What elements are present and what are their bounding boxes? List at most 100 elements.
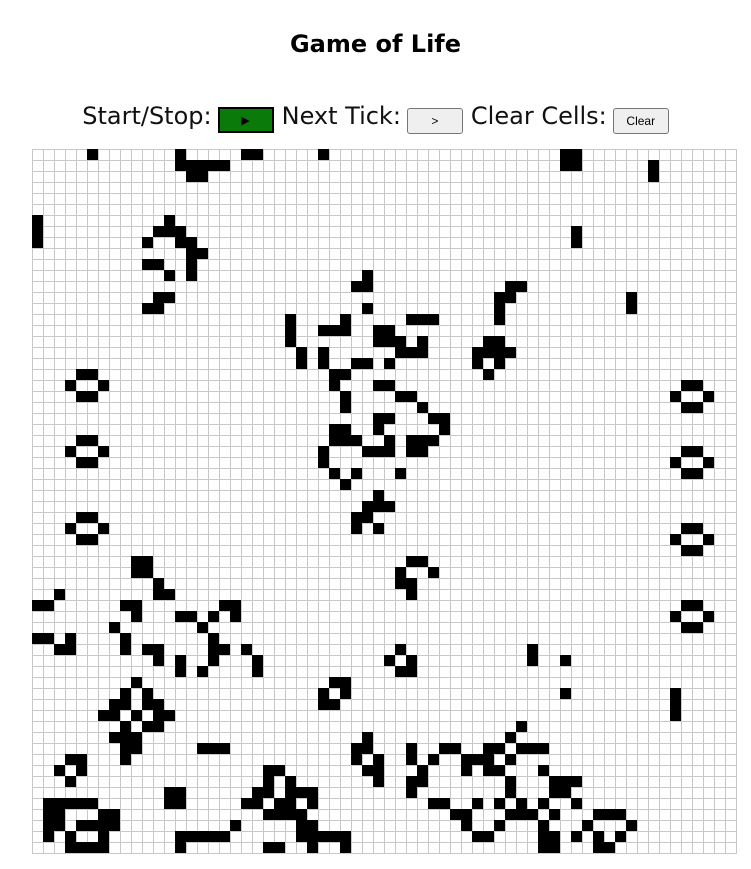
live-cell[interactable] <box>417 556 428 567</box>
live-cell[interactable] <box>76 457 87 468</box>
live-cell[interactable] <box>406 391 417 402</box>
live-cell[interactable] <box>395 578 406 589</box>
live-cell[interactable] <box>230 611 241 622</box>
live-cell[interactable] <box>65 776 76 787</box>
live-cell[interactable] <box>351 523 362 534</box>
live-cell[interactable] <box>87 435 98 446</box>
live-cell[interactable] <box>197 171 208 182</box>
live-cell[interactable] <box>164 787 175 798</box>
live-cell[interactable] <box>340 314 351 325</box>
live-cell[interactable] <box>626 820 637 831</box>
live-cell[interactable] <box>384 655 395 666</box>
live-cell[interactable] <box>65 633 76 644</box>
live-cell[interactable] <box>373 380 384 391</box>
live-cell[interactable] <box>120 743 131 754</box>
live-cell[interactable] <box>483 754 494 765</box>
live-cell[interactable] <box>186 248 197 259</box>
live-cell[interactable] <box>318 688 329 699</box>
live-cell[interactable] <box>571 149 582 160</box>
live-cell[interactable] <box>527 655 538 666</box>
live-cell[interactable] <box>296 809 307 820</box>
live-cell[interactable] <box>494 347 505 358</box>
live-cell[interactable] <box>560 787 571 798</box>
live-cell[interactable] <box>351 743 362 754</box>
live-cell[interactable] <box>153 655 164 666</box>
live-cell[interactable] <box>571 798 582 809</box>
live-cell[interactable] <box>340 325 351 336</box>
live-cell[interactable] <box>516 281 527 292</box>
live-cell[interactable] <box>373 776 384 787</box>
live-cell[interactable] <box>175 798 186 809</box>
live-cell[interactable] <box>318 446 329 457</box>
live-cell[interactable] <box>461 765 472 776</box>
live-cell[interactable] <box>406 314 417 325</box>
live-cell[interactable] <box>164 226 175 237</box>
live-cell[interactable] <box>285 798 296 809</box>
live-cell[interactable] <box>98 831 109 842</box>
life-board[interactable] <box>32 149 737 854</box>
live-cell[interactable] <box>65 798 76 809</box>
live-cell[interactable] <box>32 600 43 611</box>
live-cell[interactable] <box>164 798 175 809</box>
live-cell[interactable] <box>219 831 230 842</box>
live-cell[interactable] <box>395 468 406 479</box>
live-cell[interactable] <box>373 754 384 765</box>
live-cell[interactable] <box>43 820 54 831</box>
live-cell[interactable] <box>219 644 230 655</box>
live-cell[interactable] <box>263 809 274 820</box>
live-cell[interactable] <box>296 787 307 798</box>
live-cell[interactable] <box>142 721 153 732</box>
live-cell[interactable] <box>87 798 98 809</box>
live-cell[interactable] <box>54 820 65 831</box>
live-cell[interactable] <box>153 578 164 589</box>
live-cell[interactable] <box>428 754 439 765</box>
live-cell[interactable] <box>648 171 659 182</box>
live-cell[interactable] <box>307 787 318 798</box>
live-cell[interactable] <box>241 644 252 655</box>
live-cell[interactable] <box>318 358 329 369</box>
live-cell[interactable] <box>417 765 428 776</box>
live-cell[interactable] <box>505 809 516 820</box>
live-cell[interactable] <box>406 347 417 358</box>
live-cell[interactable] <box>76 512 87 523</box>
live-cell[interactable] <box>153 699 164 710</box>
live-cell[interactable] <box>494 358 505 369</box>
live-cell[interactable] <box>120 732 131 743</box>
live-cell[interactable] <box>76 534 87 545</box>
live-cell[interactable] <box>351 358 362 369</box>
live-cell[interactable] <box>274 765 285 776</box>
live-cell[interactable] <box>362 501 373 512</box>
live-cell[interactable] <box>142 699 153 710</box>
live-cell[interactable] <box>296 358 307 369</box>
live-cell[interactable] <box>252 655 263 666</box>
live-cell[interactable] <box>65 831 76 842</box>
live-cell[interactable] <box>560 149 571 160</box>
live-cell[interactable] <box>65 644 76 655</box>
live-cell[interactable] <box>340 688 351 699</box>
live-cell[interactable] <box>76 765 87 776</box>
live-cell[interactable] <box>87 820 98 831</box>
live-cell[interactable] <box>175 842 186 853</box>
live-cell[interactable] <box>131 556 142 567</box>
live-cell[interactable] <box>307 820 318 831</box>
live-cell[interactable] <box>340 842 351 853</box>
live-cell[interactable] <box>307 798 318 809</box>
live-cell[interactable] <box>483 765 494 776</box>
live-cell[interactable] <box>120 688 131 699</box>
live-cell[interactable] <box>263 765 274 776</box>
live-cell[interactable] <box>472 347 483 358</box>
live-cell[interactable] <box>43 798 54 809</box>
live-cell[interactable] <box>197 831 208 842</box>
live-cell[interactable] <box>153 259 164 270</box>
live-cell[interactable] <box>472 754 483 765</box>
live-cell[interactable] <box>340 677 351 688</box>
live-cell[interactable] <box>439 424 450 435</box>
live-cell[interactable] <box>76 798 87 809</box>
live-cell[interactable] <box>164 710 175 721</box>
live-cell[interactable] <box>32 633 43 644</box>
live-cell[interactable] <box>406 446 417 457</box>
live-cell[interactable] <box>43 633 54 644</box>
live-cell[interactable] <box>340 402 351 413</box>
live-cell[interactable] <box>670 534 681 545</box>
live-cell[interactable] <box>593 842 604 853</box>
